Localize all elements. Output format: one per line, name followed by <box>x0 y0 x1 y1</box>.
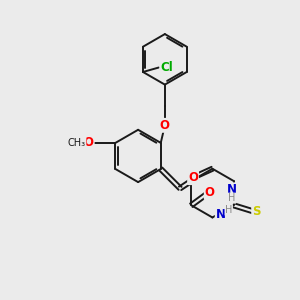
Text: N: N <box>216 208 226 221</box>
Text: CH₃: CH₃ <box>68 138 86 148</box>
Text: O: O <box>188 171 198 184</box>
Text: H: H <box>225 205 232 215</box>
Text: S: S <box>252 205 261 218</box>
Text: H: H <box>228 193 236 203</box>
Text: N: N <box>227 183 237 196</box>
Text: Cl: Cl <box>160 61 173 74</box>
Text: O: O <box>160 119 170 132</box>
Text: O: O <box>84 136 94 149</box>
Text: O: O <box>205 186 215 199</box>
